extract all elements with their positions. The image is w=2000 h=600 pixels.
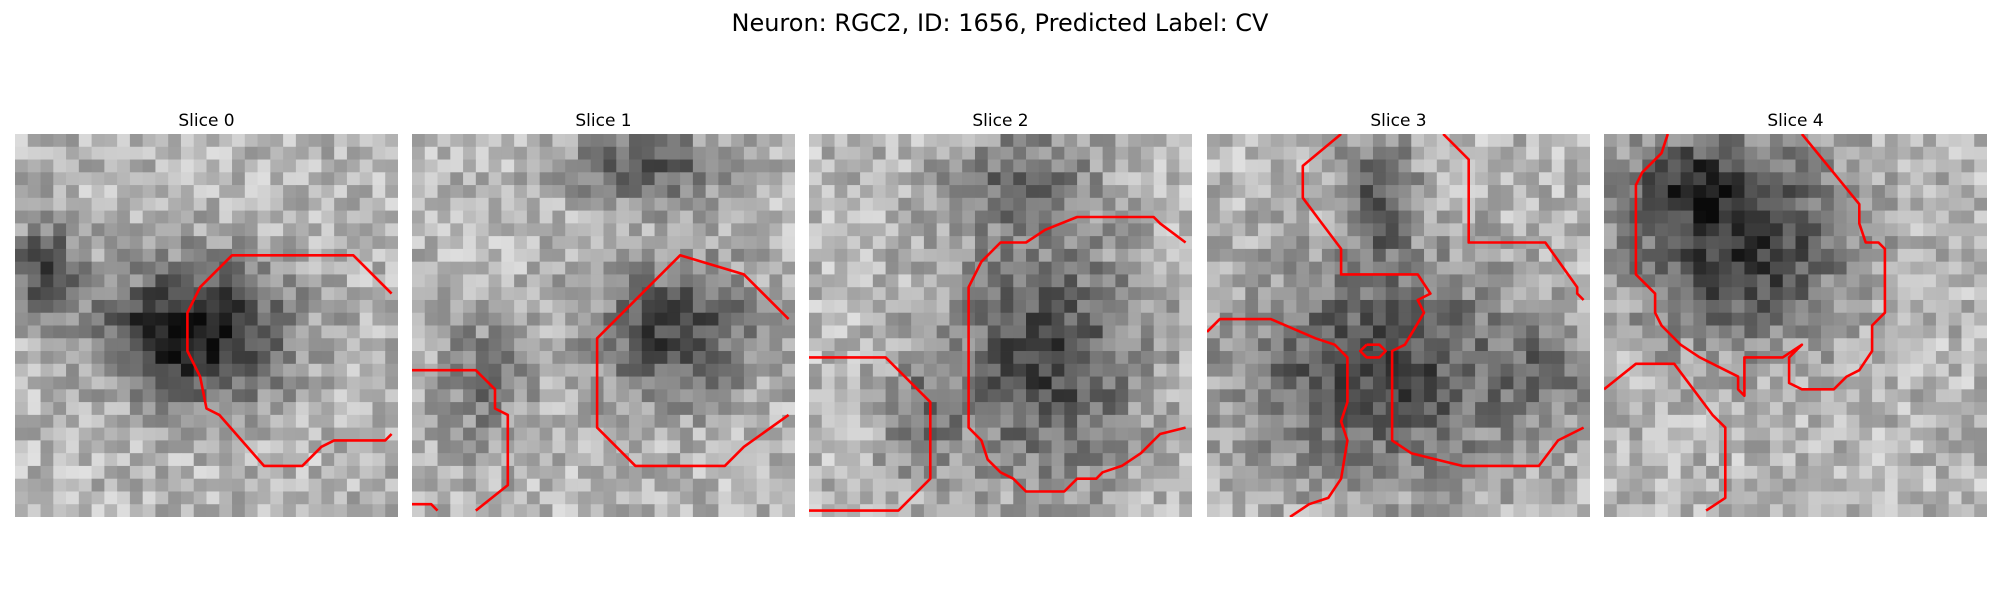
slice-panel-1: Slice 1 (412, 108, 795, 517)
contour-line (1207, 317, 1349, 517)
contour-line (412, 368, 510, 512)
slice-image (1604, 134, 1987, 517)
contour-line (186, 254, 393, 468)
slice-title: Slice 4 (1767, 111, 1824, 131)
contour-line (1634, 134, 1887, 398)
grayscale-pixels (412, 134, 795, 517)
contour-line (809, 356, 932, 512)
figure-title: Neuron: RGC2, ID: 1656, Predicted Label:… (731, 9, 1269, 37)
contour-line (967, 215, 1187, 493)
contour-line (412, 502, 439, 512)
slice-image (412, 134, 795, 517)
contour-line (1301, 134, 1585, 468)
slice-image (1207, 134, 1590, 517)
slice-image (809, 134, 1192, 517)
slice-panel-3: Slice 3 (1207, 108, 1590, 517)
grayscale-pixels (809, 134, 1192, 517)
grayscale-pixels (1604, 134, 1987, 517)
contour-line (1442, 134, 1585, 301)
slice-panel-0: Slice 0 (15, 108, 398, 517)
grayscale-pixels (15, 134, 398, 517)
contour-line (1358, 343, 1387, 359)
grayscale-pixels (1207, 134, 1590, 517)
slice-title: Slice 1 (575, 111, 632, 131)
slice-title: Slice 0 (178, 111, 235, 131)
slice-image (15, 134, 398, 517)
contour-line (595, 254, 790, 468)
slice-panel-2: Slice 2 (809, 108, 1192, 517)
slice-title: Slice 3 (1370, 111, 1427, 131)
slice-panel-4: Slice 4 (1604, 108, 1987, 517)
contour-line (1604, 362, 1727, 512)
slice-title: Slice 2 (972, 111, 1029, 131)
